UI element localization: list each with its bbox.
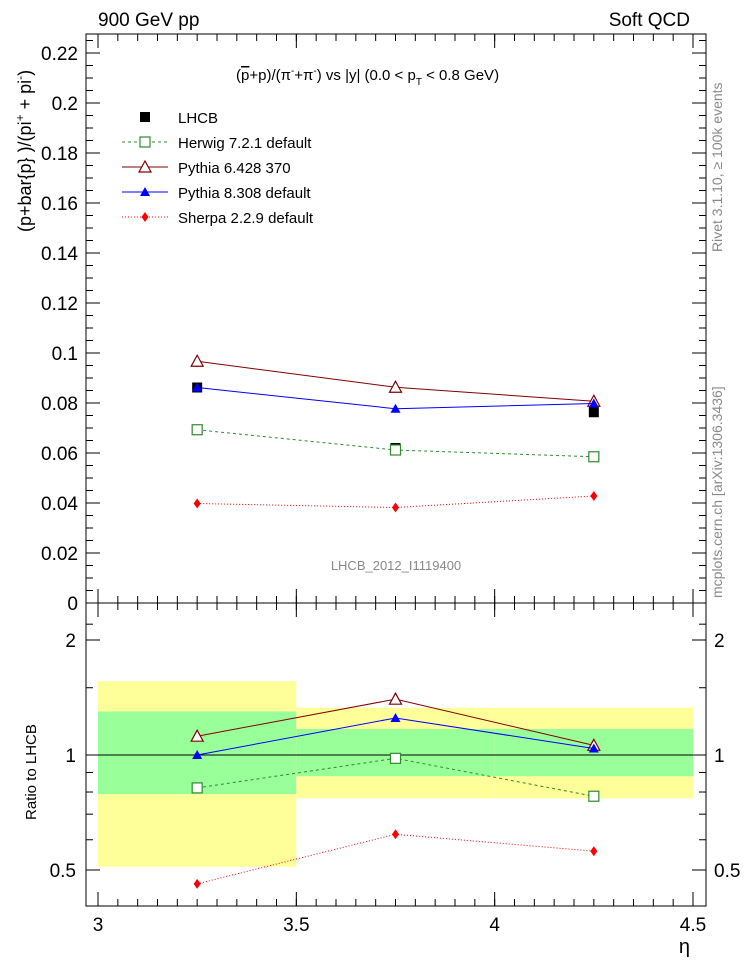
x-tick-label: 3: [93, 915, 104, 936]
y-tick-label: 0.18: [41, 144, 78, 165]
legend-marker-pythia-6-428-370: [137, 159, 153, 173]
header-left: 900 GeV pp: [98, 10, 199, 31]
ratio-y-axis-label: Ratio to LHCB: [23, 724, 40, 820]
stat-uncertainty-band: [494, 728, 693, 777]
ratio-point-herwig-7-2-1-default: [389, 752, 402, 764]
y-tick-label: 0.22: [41, 44, 78, 65]
legend-label-lhcb: LHCB: [178, 110, 218, 127]
y-tick-label: 0.1: [52, 344, 78, 365]
ratio-point-pythia-8-308-default: [588, 743, 599, 753]
series-point-pythia-6-428-370: [388, 379, 403, 393]
data-point-lhcb: [588, 407, 599, 418]
legend-marker-herwig-7-2-1-default: [139, 136, 151, 148]
x-tick-label: 3.5: [283, 915, 309, 936]
y-tick-label: 0.08: [41, 394, 78, 415]
ratio-point-sherpa-2-2-9-default: [392, 829, 399, 840]
series-point-sherpa-2-2-9-default: [590, 491, 598, 501]
legend-marker-lhcb: [140, 112, 150, 122]
x-tick-label: 4.5: [680, 915, 706, 936]
x-tick-label: 4: [489, 915, 500, 936]
ratio-tick-label: 0.5: [50, 861, 76, 882]
ratio-tick-label-right: 2: [714, 631, 725, 652]
ratio-point-herwig-7-2-1-default: [191, 782, 203, 794]
series-point-herwig-7-2-1-default: [588, 451, 600, 463]
ratio-point-sherpa-2-2-9-default: [590, 846, 598, 857]
ratio-point-pythia-6-428-370: [388, 691, 403, 705]
series-point-sherpa-2-2-9-default: [193, 498, 201, 509]
plot-title: (p+p)/(π-+π-) vs |y| (0.0 < pT < 0.8 GeV…: [236, 66, 499, 88]
series-point-herwig-7-2-1-default: [389, 444, 402, 456]
legend-label-herwig-7-2-1-default: Herwig 7.2.1 default: [178, 135, 312, 152]
rivet-label: Rivet 3.1.10, ≥ 100k events: [709, 82, 725, 252]
series-point-sherpa-2-2-9-default: [392, 502, 399, 513]
ratio-bands: [86, 681, 706, 867]
axes: 0 0.02 0.04 0.06 0.08 0.1 0.12 0.14 0.16 0.18 0.2 0…: [41, 33, 740, 936]
series-point-pythia-6-428-370: [190, 353, 205, 367]
ratio-point-pythia-6-428-370: [190, 728, 205, 742]
y-axis-label: (p+bar{p} )/(pi+ + pi-): [13, 70, 35, 232]
ratio-point-pythia-8-308-default: [390, 712, 401, 722]
x-axis-label: η: [679, 936, 690, 958]
y-tick-label: 0.12: [41, 294, 78, 315]
y-tick-label: 0.06: [41, 444, 78, 465]
series-point-pythia-8-308-default: [390, 403, 401, 413]
y-tick-label: 0.02: [41, 544, 78, 565]
legend-marker-sherpa-2-2-9-default: [141, 212, 149, 222]
y-tick-label: 0.16: [41, 194, 78, 215]
legend: LHCB Herwig 7.2.1 default Pythia 6.428 370…: [122, 110, 314, 227]
y-tick-label: 0.2: [52, 94, 78, 115]
series-lines: [190, 353, 601, 889]
y-tick-label: 0.14: [41, 244, 78, 265]
ratio-point-pythia-8-308-default: [192, 750, 203, 759]
series-point-herwig-7-2-1-default: [191, 424, 203, 436]
ratio-point-sherpa-2-2-9-default: [193, 878, 201, 889]
ratio-point-herwig-7-2-1-default: [588, 790, 600, 802]
legend-marker-pythia-8-308-default: [140, 187, 150, 196]
ratio-tick-label: 1: [65, 746, 76, 767]
header-right: Soft QCD: [609, 10, 690, 31]
series-point-pythia-8-308-default: [192, 382, 203, 392]
stat-uncertainty-band: [296, 728, 495, 777]
mcplots-label: mcplots.cern.ch [arXiv:1306.3436]: [709, 386, 725, 598]
analysis-label: LHCB_2012_I1119400: [331, 558, 461, 573]
ratio-tick-label: 2: [65, 631, 76, 652]
legend-label-pythia-6-428-370: Pythia 6.428 370: [178, 160, 291, 177]
legend-label-sherpa-2-2-9-default: Sherpa 2.2.9 default: [178, 210, 314, 227]
ratio-tick-label-right: 1: [714, 746, 725, 767]
y-tick-label: 0.04: [41, 494, 78, 515]
y-tick-label: 0: [67, 594, 78, 615]
legend-label-pythia-8-308-default: Pythia 8.308 default: [178, 185, 311, 202]
series-point-pythia-8-308-default: [588, 398, 599, 408]
ratio-tick-label-right: 0.5: [714, 861, 740, 882]
